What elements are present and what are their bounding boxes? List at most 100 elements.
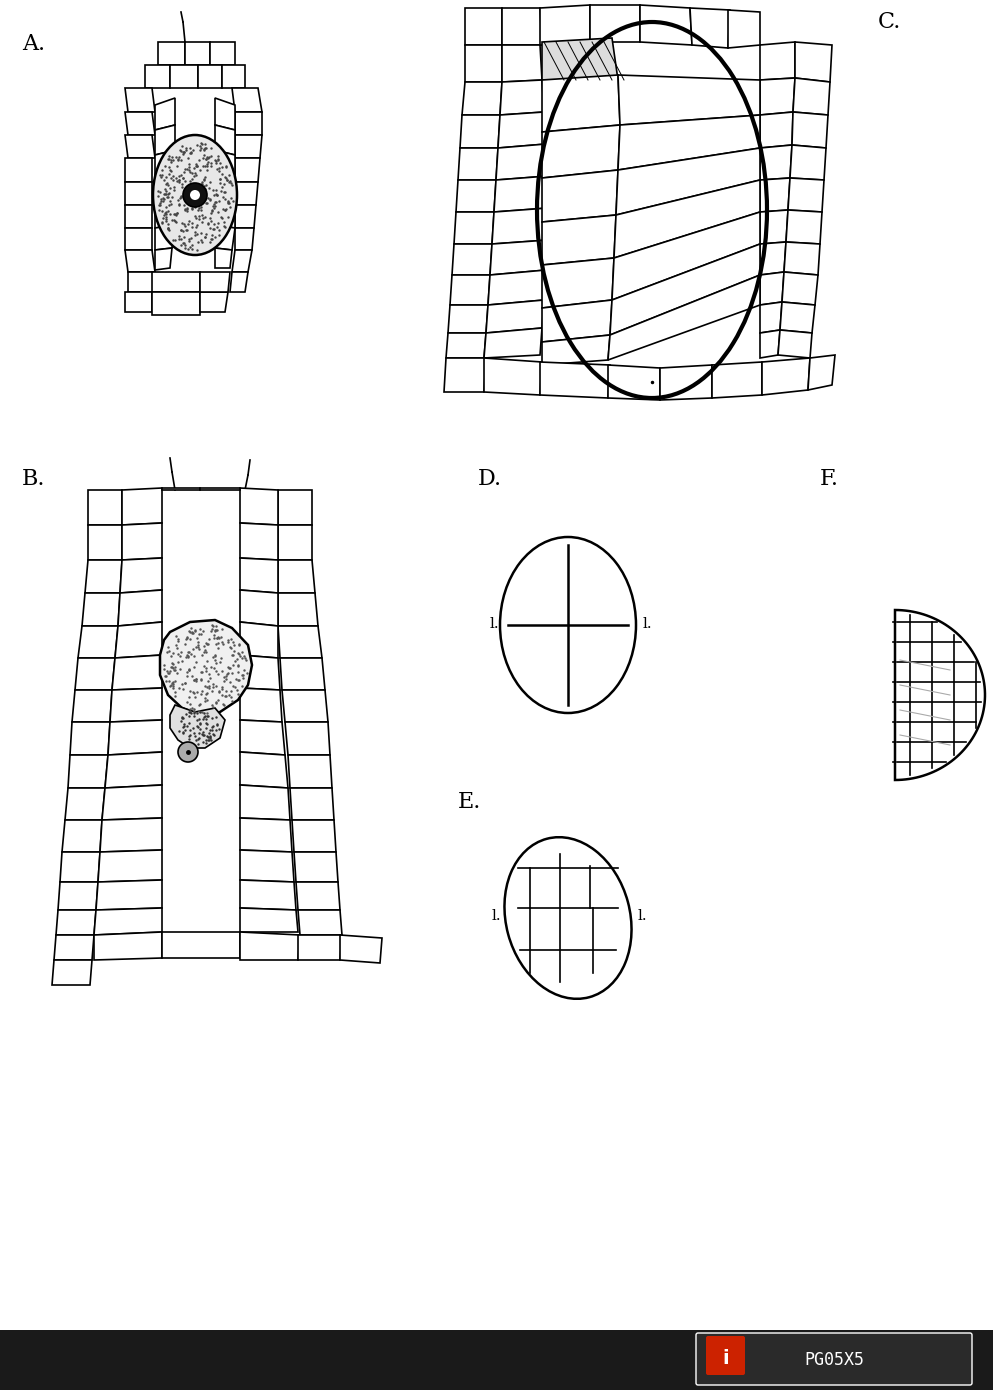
Polygon shape: [542, 300, 612, 342]
Polygon shape: [454, 213, 494, 245]
Polygon shape: [232, 88, 262, 113]
Polygon shape: [155, 99, 175, 131]
Text: E.: E.: [458, 791, 482, 813]
Polygon shape: [230, 272, 248, 292]
Ellipse shape: [178, 742, 198, 762]
Polygon shape: [640, 6, 692, 44]
Polygon shape: [235, 228, 254, 250]
Polygon shape: [760, 302, 782, 334]
Polygon shape: [448, 304, 488, 334]
Polygon shape: [170, 705, 225, 748]
Polygon shape: [492, 208, 548, 245]
Polygon shape: [502, 8, 542, 44]
Polygon shape: [760, 113, 793, 147]
Polygon shape: [68, 755, 108, 788]
Polygon shape: [494, 177, 548, 213]
Polygon shape: [185, 42, 210, 65]
Polygon shape: [235, 135, 262, 158]
Polygon shape: [118, 589, 162, 626]
Polygon shape: [158, 42, 185, 65]
Ellipse shape: [153, 135, 237, 254]
Polygon shape: [542, 75, 620, 132]
Polygon shape: [155, 200, 175, 228]
Ellipse shape: [504, 837, 632, 999]
Polygon shape: [108, 720, 162, 755]
Polygon shape: [614, 179, 760, 259]
Polygon shape: [712, 361, 762, 398]
Polygon shape: [215, 225, 235, 250]
Polygon shape: [88, 525, 122, 560]
Polygon shape: [240, 908, 298, 933]
Polygon shape: [542, 215, 616, 265]
Polygon shape: [125, 182, 152, 204]
Polygon shape: [155, 175, 175, 202]
Polygon shape: [72, 689, 112, 721]
Polygon shape: [200, 272, 230, 292]
Polygon shape: [542, 259, 614, 309]
Polygon shape: [215, 200, 235, 228]
Polygon shape: [198, 65, 222, 88]
Polygon shape: [462, 82, 502, 115]
Polygon shape: [278, 594, 318, 626]
FancyBboxPatch shape: [706, 1336, 745, 1375]
Polygon shape: [70, 721, 110, 755]
Polygon shape: [215, 247, 232, 268]
Polygon shape: [484, 328, 542, 359]
Polygon shape: [215, 125, 235, 156]
Polygon shape: [760, 242, 786, 275]
Polygon shape: [155, 150, 175, 178]
Polygon shape: [125, 228, 152, 250]
Polygon shape: [122, 488, 162, 525]
Polygon shape: [278, 491, 312, 525]
Polygon shape: [278, 626, 322, 657]
Polygon shape: [200, 292, 228, 311]
Polygon shape: [728, 10, 760, 49]
Polygon shape: [235, 113, 262, 135]
Polygon shape: [125, 88, 155, 113]
Polygon shape: [54, 935, 94, 960]
Polygon shape: [155, 225, 175, 250]
Polygon shape: [540, 361, 610, 398]
Polygon shape: [288, 755, 332, 788]
Polygon shape: [240, 488, 278, 525]
Polygon shape: [542, 38, 618, 81]
Polygon shape: [122, 523, 162, 560]
Polygon shape: [280, 657, 325, 689]
Ellipse shape: [183, 183, 207, 207]
Polygon shape: [52, 960, 92, 986]
Polygon shape: [452, 245, 492, 275]
Polygon shape: [486, 300, 544, 334]
Polygon shape: [102, 785, 162, 820]
Polygon shape: [502, 44, 542, 82]
Polygon shape: [94, 908, 162, 935]
Polygon shape: [760, 329, 780, 359]
Polygon shape: [222, 65, 245, 88]
Polygon shape: [690, 8, 730, 49]
Polygon shape: [98, 851, 162, 883]
Polygon shape: [590, 6, 640, 42]
Polygon shape: [542, 170, 618, 222]
Text: l.: l.: [490, 617, 499, 631]
Polygon shape: [790, 145, 826, 179]
Polygon shape: [340, 935, 382, 963]
Text: B.: B.: [22, 468, 46, 491]
Polygon shape: [450, 275, 490, 304]
Polygon shape: [465, 8, 502, 44]
Polygon shape: [125, 113, 155, 135]
Polygon shape: [778, 329, 812, 359]
Polygon shape: [155, 125, 175, 156]
Polygon shape: [285, 721, 330, 755]
Polygon shape: [458, 147, 498, 179]
Polygon shape: [232, 250, 252, 272]
Polygon shape: [240, 851, 294, 883]
Polygon shape: [760, 178, 790, 213]
Polygon shape: [788, 178, 824, 213]
Polygon shape: [760, 42, 795, 81]
Polygon shape: [115, 621, 162, 657]
Polygon shape: [240, 817, 292, 852]
Polygon shape: [215, 175, 235, 202]
Polygon shape: [240, 720, 285, 755]
Polygon shape: [145, 65, 170, 88]
Polygon shape: [294, 852, 338, 883]
Polygon shape: [490, 240, 548, 275]
